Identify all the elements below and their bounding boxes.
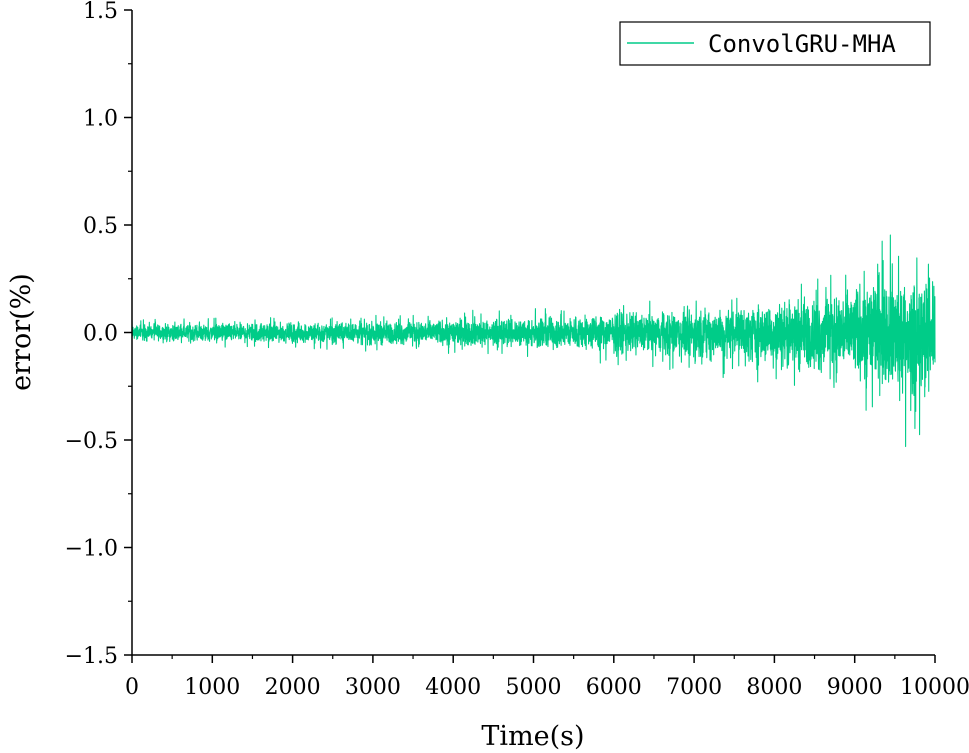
y-tick-label: 1.5 bbox=[83, 0, 118, 24]
series-group bbox=[131, 234, 936, 448]
x-tick-label: 0 bbox=[125, 675, 139, 700]
y-tick-label: −0.5 bbox=[65, 429, 118, 454]
x-tick-label: 5000 bbox=[506, 675, 562, 700]
y-tick-label: −1.5 bbox=[65, 644, 118, 669]
x-tick-label: 6000 bbox=[586, 675, 642, 700]
x-tick-label: 4000 bbox=[425, 675, 481, 700]
legend: ConvolGRU-MHA bbox=[619, 21, 931, 66]
x-tick-label: 8000 bbox=[746, 675, 802, 700]
tick-labels-group: 0 1000 2000 3000 4000 5000 6000 7000 8000 9000 100… bbox=[65, 0, 969, 700]
axes-group bbox=[124, 9, 936, 663]
x-tick-label: 3000 bbox=[345, 675, 401, 700]
legend-label: ConvolGRU-MHA bbox=[708, 30, 896, 58]
y-tick-label: 0.0 bbox=[83, 322, 118, 347]
x-axis-title: Time(s) bbox=[481, 721, 584, 752]
y-tick-label: 0.5 bbox=[83, 214, 118, 239]
y-tick-label: −1.0 bbox=[65, 537, 118, 562]
y-axis-title: error(%) bbox=[6, 273, 37, 391]
x-tick-label: 10000 bbox=[900, 675, 969, 700]
x-tick-label: 2000 bbox=[265, 675, 321, 700]
x-tick-label: 7000 bbox=[666, 675, 722, 700]
series-line-convolgru-mha bbox=[131, 234, 936, 448]
y-tick-label: 1.0 bbox=[83, 107, 118, 132]
x-tick-label: 9000 bbox=[827, 675, 883, 700]
x-tick-label: 1000 bbox=[184, 675, 240, 700]
